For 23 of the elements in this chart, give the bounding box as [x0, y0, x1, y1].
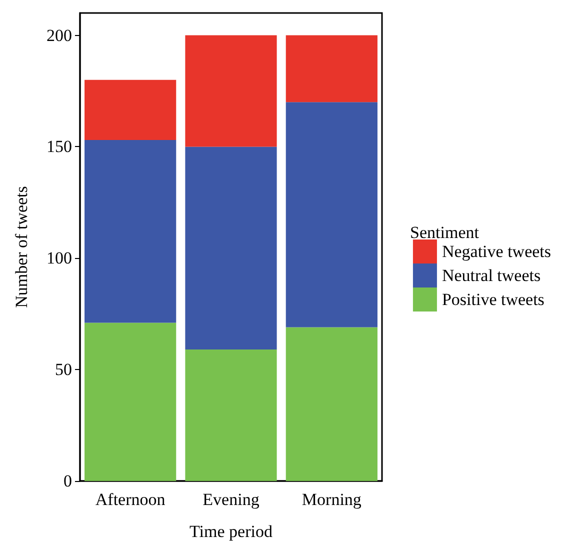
- x-tick-label: Morning: [302, 490, 362, 509]
- y-tick-label: 150: [46, 137, 72, 156]
- x-tick-label: Afternoon: [95, 490, 166, 509]
- bar: [185, 350, 277, 481]
- bar: [185, 146, 277, 350]
- bar: [286, 327, 378, 481]
- bar: [185, 35, 277, 147]
- bar: [84, 140, 176, 323]
- legend-label: Positive tweets: [442, 290, 544, 309]
- x-tick-label: Evening: [202, 490, 260, 509]
- legend-title: Sentiment: [410, 223, 480, 242]
- y-tick-label: 200: [46, 26, 72, 45]
- x-axis-title: Time period: [190, 522, 273, 541]
- y-tick-label: 0: [64, 472, 72, 490]
- y-tick-label: 100: [46, 248, 72, 268]
- bar: [286, 35, 378, 102]
- bar: [84, 80, 176, 140]
- legend-label: Neutral tweets: [442, 266, 541, 285]
- legend-label: Negative tweets: [442, 242, 552, 261]
- y-tick-label: 50: [55, 360, 72, 380]
- bar: [84, 322, 176, 481]
- bar: [286, 102, 378, 328]
- y-axis-title: Number of tweets: [12, 186, 31, 308]
